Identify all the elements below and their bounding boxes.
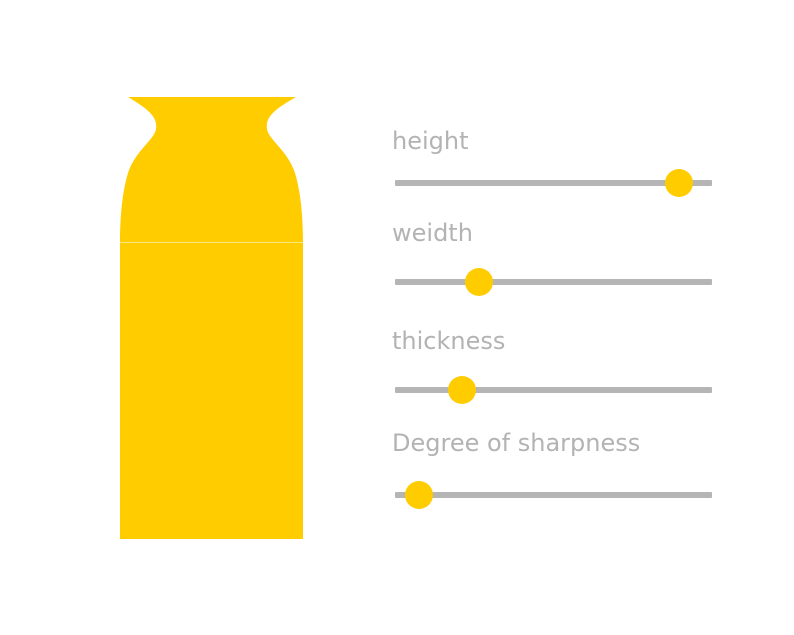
thickness-slider-track[interactable]	[395, 387, 712, 393]
thickness-slider-thumb[interactable]	[447, 376, 476, 404]
thickness-label: thickness	[392, 327, 506, 355]
height-label: height	[392, 127, 469, 155]
thickness-slider[interactable]	[395, 375, 712, 405]
height-slider-thumb[interactable]	[664, 169, 693, 197]
width-slider-track[interactable]	[395, 279, 712, 285]
width-slider-thumb[interactable]	[465, 268, 493, 296]
sharpness-slider[interactable]	[395, 480, 712, 510]
sharpness-label: Degree of sharpness	[392, 429, 641, 457]
width-label: weidth	[392, 219, 473, 247]
height-slider-track[interactable]	[395, 180, 712, 186]
vase-shape	[120, 97, 303, 539]
sharpness-slider-thumb[interactable]	[404, 481, 433, 509]
height-slider[interactable]	[395, 168, 712, 198]
width-slider[interactable]	[395, 267, 712, 297]
vase-preview	[115, 93, 310, 543]
vase-body	[120, 97, 303, 539]
sharpness-slider-track[interactable]	[395, 492, 712, 498]
